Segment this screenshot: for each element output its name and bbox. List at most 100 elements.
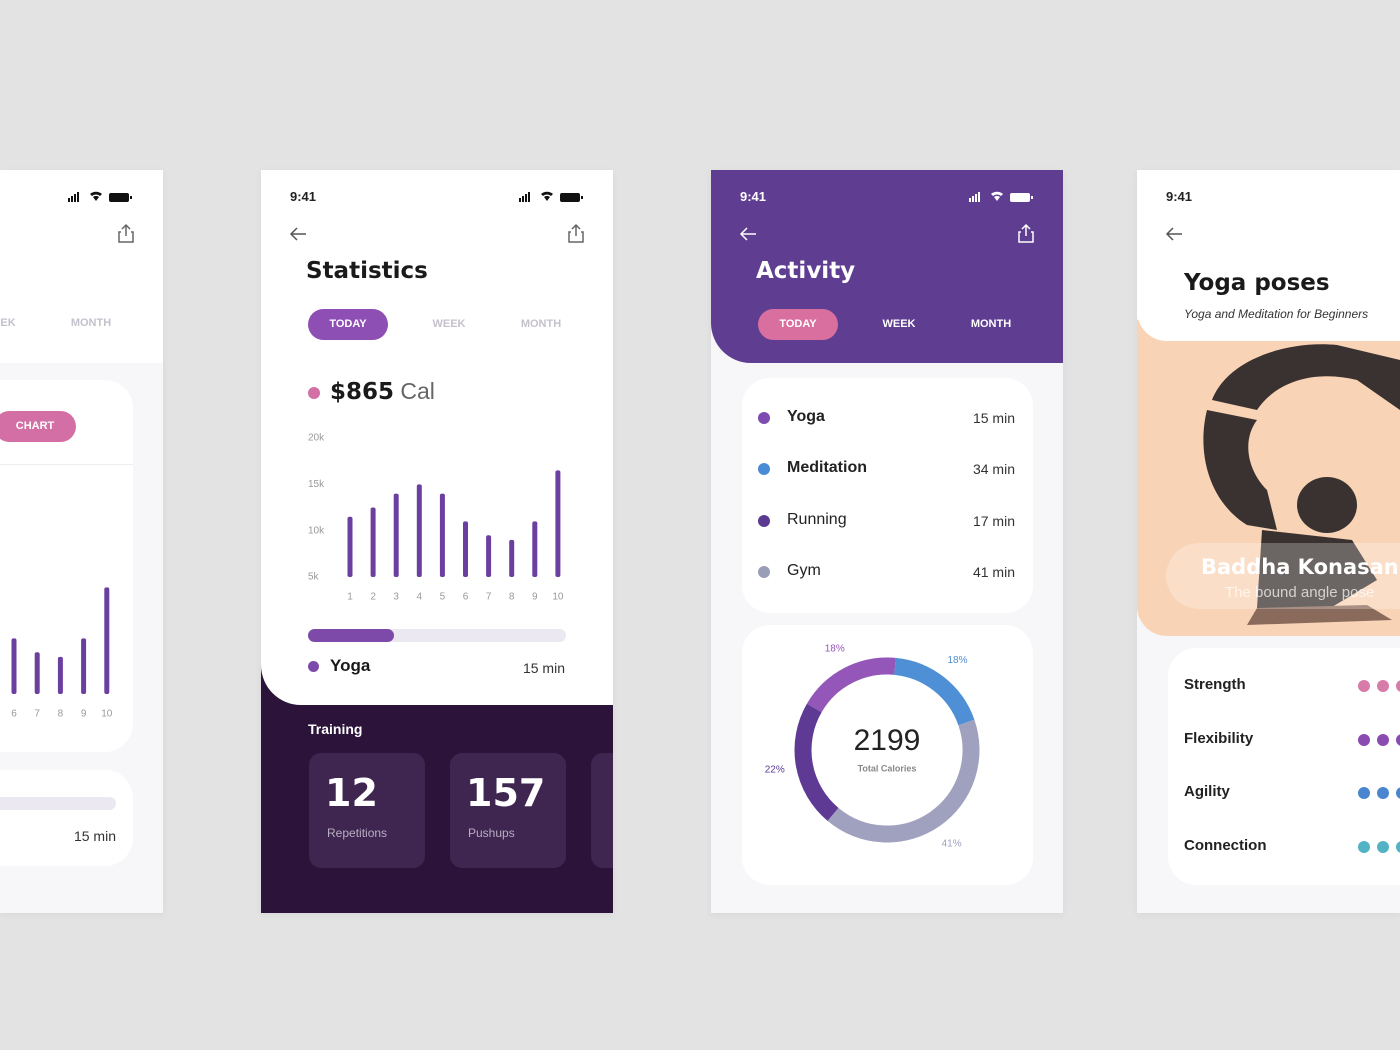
- stat-card[interactable]: 12 Repetitions: [309, 753, 425, 868]
- back-icon[interactable]: [1165, 226, 1183, 242]
- x-tick-label: 8: [58, 709, 64, 720]
- tab[interactable]: EK: [0, 317, 16, 329]
- bar: [509, 539, 515, 577]
- attributes-card: Strength Flexibility Agility Connection: [1168, 648, 1400, 885]
- pose-badge: [1166, 543, 1400, 609]
- pose-name: Baddha Konasan: [1201, 555, 1399, 579]
- bar: [370, 507, 376, 577]
- tab[interactable]: TODAY: [308, 309, 388, 340]
- bar: [34, 652, 40, 694]
- pose-subtitle: The bound angle pose: [1225, 584, 1375, 601]
- attribute-dot: [1377, 680, 1389, 692]
- donut-segment: [827, 719, 980, 843]
- donut-segment: [794, 703, 839, 821]
- bar: [57, 656, 63, 694]
- bar: [416, 484, 422, 577]
- x-tick-label: 4: [417, 592, 423, 603]
- attribute-dot: [1358, 787, 1370, 800]
- bar-chart: 20k 15k 10k 5k 1 2 3 4 5 6 7 8 9 10: [308, 433, 564, 603]
- panel: [261, 170, 613, 705]
- activity-dot: [758, 565, 770, 578]
- x-tick-label: 6: [11, 709, 17, 720]
- item-name: Yoga: [330, 656, 371, 675]
- activity-duration: 15 min: [972, 410, 1015, 426]
- bar: [439, 493, 445, 577]
- share-icon[interactable]: [1017, 223, 1035, 243]
- bar: [463, 521, 468, 577]
- tab[interactable]: WEEK: [882, 318, 916, 330]
- divider: [0, 464, 133, 465]
- share-icon[interactable]: [117, 223, 135, 243]
- donut-segment: [806, 657, 896, 713]
- x-tick-label: 3: [393, 592, 399, 603]
- section-title: Training: [308, 721, 363, 737]
- duration: 15 min: [73, 828, 116, 844]
- activity-dot: [758, 412, 770, 424]
- donut-caption: Total Calories: [858, 763, 917, 773]
- stat-label: Repetitions: [327, 826, 388, 840]
- tab[interactable]: MONTH: [970, 318, 1012, 330]
- x-tick-label: 2: [370, 592, 376, 603]
- chart-button[interactable]: CHART: [0, 411, 76, 442]
- pose-figure: [1203, 344, 1400, 625]
- y-tick-label: 5k: [308, 572, 320, 583]
- back-icon[interactable]: [289, 226, 307, 242]
- bar: [486, 535, 492, 577]
- activity-dot: [758, 463, 770, 476]
- donut-segment: [893, 657, 975, 726]
- x-tick-label: 5: [440, 592, 446, 603]
- attribute-dot: [1396, 733, 1400, 746]
- attribute-dot: [1377, 733, 1389, 746]
- x-tick-label: 10: [552, 592, 564, 603]
- legend-dot: [308, 387, 320, 399]
- screen-title: Activity: [756, 258, 856, 284]
- chart-card: [0, 380, 133, 752]
- activity-name: Running: [787, 510, 847, 528]
- activity-name: Gym: [787, 561, 821, 579]
- y-tick-label: 20k: [308, 433, 325, 444]
- bar: [81, 638, 87, 694]
- header: [0, 170, 163, 363]
- activity-dot: [758, 514, 770, 527]
- header: [1137, 170, 1400, 341]
- tab[interactable]: WEEK: [432, 318, 466, 330]
- tab[interactable]: TODAY: [758, 309, 838, 340]
- share-icon[interactable]: [567, 223, 585, 243]
- donut-total: 2199: [854, 724, 921, 757]
- stat-card[interactable]: 157 Pushups: [450, 753, 566, 868]
- tab[interactable]: MONTH: [70, 317, 112, 329]
- activity-duration: 17 min: [972, 512, 1015, 529]
- status-icons: [519, 191, 583, 202]
- progress-track: [0, 797, 116, 810]
- y-tick-label: 15k: [308, 479, 325, 490]
- activity-duration: 41 min: [972, 563, 1015, 580]
- segment-label: 22%: [765, 764, 785, 775]
- attribute-dot: [1358, 680, 1370, 692]
- segment-label: 18%: [825, 643, 845, 654]
- stat-label: Pushups: [468, 826, 515, 840]
- bar: [532, 521, 538, 577]
- stat-card[interactable]: [591, 753, 613, 868]
- attribute-dot: [1396, 841, 1400, 854]
- attribute-dot: [1358, 733, 1370, 746]
- activity-name: Meditation: [787, 459, 867, 477]
- status-icons: [68, 191, 132, 202]
- x-tick-label: 8: [509, 592, 515, 603]
- progress-card: [0, 770, 133, 866]
- item-duration: 15 min: [522, 660, 565, 676]
- screen-title: Statistics: [306, 258, 428, 284]
- segment-label: 41%: [942, 839, 962, 850]
- statistics-screen: 9:41 Statistics TODAY WEEK MONTH $865 Ca…: [261, 170, 613, 913]
- subtitle: Yoga and Meditation for Beginners: [1184, 307, 1369, 321]
- stat-value: 157: [466, 771, 546, 815]
- amount: $865: [330, 379, 395, 405]
- x-tick-label: 6: [463, 592, 469, 603]
- back-icon[interactable]: [739, 226, 757, 242]
- bar: [347, 516, 353, 577]
- tab[interactable]: MONTH: [520, 318, 562, 330]
- bar: [104, 587, 110, 694]
- x-tick-label: 7: [34, 709, 40, 720]
- attribute-dot: [1377, 841, 1389, 854]
- attribute-dot: [1377, 787, 1389, 800]
